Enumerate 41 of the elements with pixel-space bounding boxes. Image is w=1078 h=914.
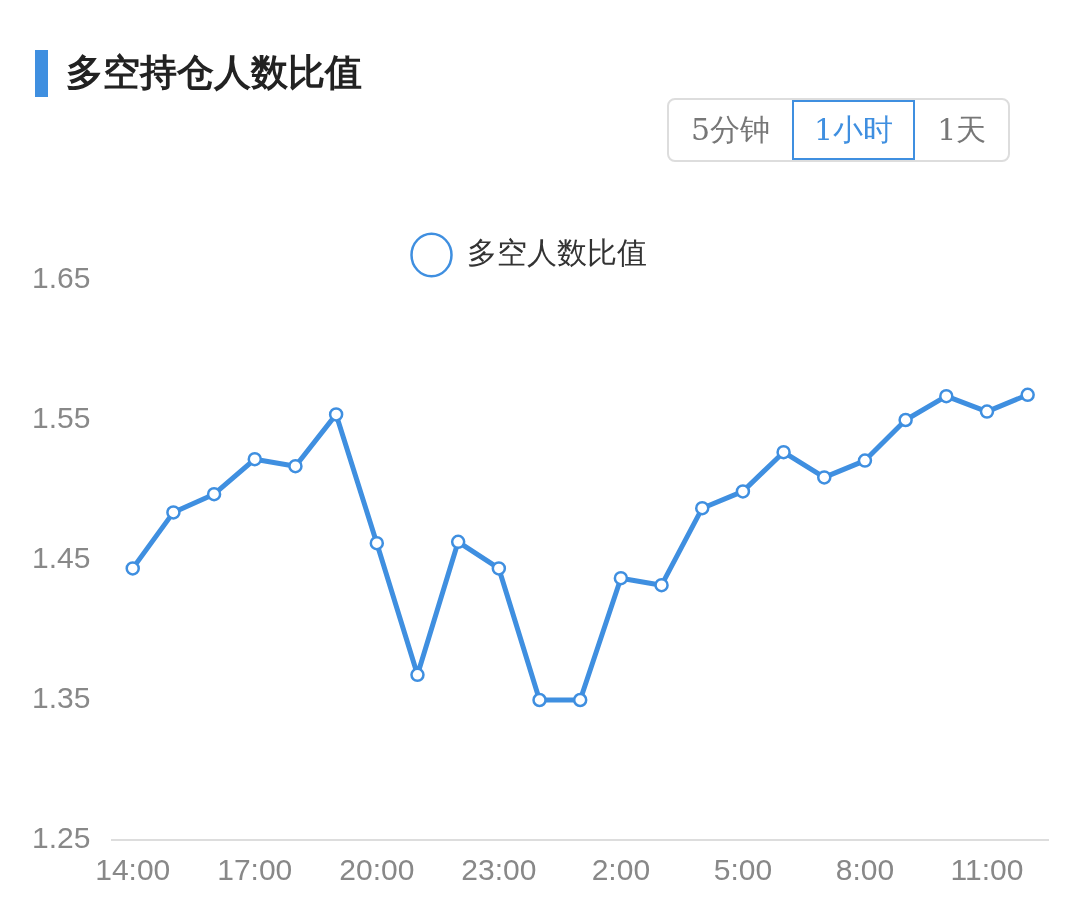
point bbox=[247, 451, 263, 467]
point bbox=[979, 404, 995, 419]
text: 1天 bbox=[936, 111, 988, 149]
point bbox=[613, 570, 629, 586]
point bbox=[817, 470, 832, 485]
x-tick-label: 5:00 bbox=[713, 853, 773, 887]
x-tick-label: 23:00 bbox=[461, 853, 537, 887]
point bbox=[735, 484, 751, 499]
point bbox=[857, 453, 873, 468]
point bbox=[369, 535, 385, 551]
point bbox=[328, 407, 344, 422]
point bbox=[654, 577, 669, 593]
point bbox=[898, 412, 913, 428]
point bbox=[776, 444, 791, 460]
point bbox=[166, 505, 181, 520]
point bbox=[491, 561, 507, 576]
x-tick-label: 14:00 bbox=[95, 853, 171, 887]
x-tick-label: 8:00 bbox=[835, 853, 895, 887]
point bbox=[694, 500, 710, 516]
point bbox=[288, 458, 303, 474]
y-tick-label: 1.65 bbox=[32, 261, 91, 295]
x-tick-label: 11:00 bbox=[950, 853, 1024, 887]
y-tick-label: 1.25 bbox=[32, 821, 91, 855]
x-tick-label: 2:00 bbox=[591, 853, 651, 887]
point bbox=[206, 486, 222, 502]
text: 5分钟 bbox=[690, 111, 772, 149]
x-tick-label: 17:00 bbox=[217, 853, 293, 887]
point bbox=[939, 388, 954, 404]
point bbox=[1020, 387, 1035, 403]
point bbox=[410, 667, 425, 683]
chart-title: 多空持仓人数比值 bbox=[66, 50, 362, 96]
text: 1小时 bbox=[792, 100, 916, 160]
y-tick-label: 1.35 bbox=[32, 681, 91, 715]
point bbox=[572, 692, 588, 708]
legend-label: 多空人数比值 bbox=[466, 234, 647, 270]
y-tick-label: 1.55 bbox=[32, 401, 91, 435]
point bbox=[125, 561, 140, 576]
x-tick-label: 20:00 bbox=[339, 853, 415, 887]
point bbox=[532, 692, 547, 708]
y-tick-label: 1.45 bbox=[32, 541, 91, 575]
point bbox=[450, 534, 466, 550]
